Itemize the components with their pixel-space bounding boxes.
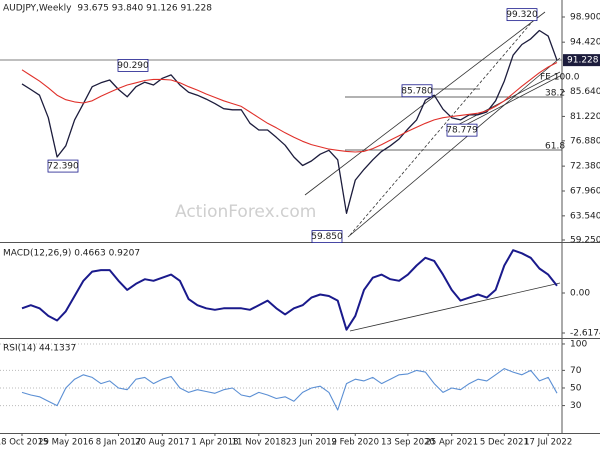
annotation-label: 59.850 bbox=[311, 232, 343, 242]
series-line bbox=[21, 29, 558, 214]
annotation-box bbox=[311, 230, 343, 244]
x-tick-label: 25 Apr 2021 bbox=[425, 438, 478, 448]
x-tick-label: 17 Jul 2022 bbox=[524, 438, 572, 448]
macd-trend-line bbox=[349, 282, 561, 332]
panel-title: RSI(14) 44.1337 bbox=[3, 344, 76, 354]
y-tick-label: 0.00 bbox=[570, 288, 590, 298]
y-tick-label: 59.250 bbox=[570, 235, 600, 245]
x-tick-label: 13 Sep 2020 bbox=[381, 438, 435, 448]
y-tick-label: 63.540 bbox=[570, 211, 600, 221]
last-price-label: 91.228 bbox=[567, 56, 599, 66]
series-line bbox=[21, 249, 558, 331]
panel-subtitle: 93.675 93.840 91.126 91.228 bbox=[77, 4, 212, 14]
panel-title: AUDJPY,Weekly bbox=[3, 4, 72, 14]
y-tick-label: 81.220 bbox=[570, 112, 600, 122]
last-price-box bbox=[563, 54, 600, 67]
x-tick-label: 18 Oct 2015 bbox=[0, 438, 48, 448]
annotation-box bbox=[117, 59, 149, 72]
x-tick-label: 2 Feb 2020 bbox=[332, 438, 380, 448]
annotation-box bbox=[401, 84, 433, 98]
annotation-box bbox=[506, 8, 538, 22]
annotation-label: 78.779 bbox=[446, 126, 478, 136]
trend-line bbox=[449, 75, 561, 134]
x-tick-label: 5 Dec 2021 bbox=[480, 438, 529, 448]
y-tick-label: 30 bbox=[570, 401, 582, 411]
series-line bbox=[21, 368, 558, 411]
annotation-label: 72.390 bbox=[47, 162, 79, 172]
y-tick-label: 94.420 bbox=[570, 38, 600, 48]
x-tick-label: 11 Nov 2018 bbox=[232, 438, 286, 448]
annotation-box bbox=[446, 123, 478, 137]
x-tick-label: 20 Aug 2017 bbox=[135, 438, 189, 448]
panel-title: MACD(12,26,9) 0.4663 0.9207 bbox=[3, 249, 140, 259]
channel-line bbox=[304, 11, 546, 196]
level-label: 38.2 bbox=[545, 89, 565, 99]
x-tick-label: 29 May 2016 bbox=[38, 438, 93, 448]
trend-line bbox=[349, 21, 533, 236]
x-tick-label: 1 Apr 2018 bbox=[191, 438, 238, 448]
y-tick-label: 98.900 bbox=[570, 12, 600, 22]
y-tick-label: 85.640 bbox=[570, 87, 600, 97]
y-tick-label: 50 bbox=[570, 383, 582, 393]
annotation-box bbox=[47, 159, 79, 173]
x-tick-label: 8 Jan 2017 bbox=[96, 438, 142, 448]
y-tick-label: 67.960 bbox=[570, 186, 600, 196]
y-tick-label: 70 bbox=[570, 366, 582, 376]
y-tick-label: 72.380 bbox=[570, 162, 600, 172]
level-label: 61.8 bbox=[545, 142, 565, 152]
series-line bbox=[21, 62, 558, 153]
watermark: ActionForex.com bbox=[175, 202, 316, 222]
y-tick-label: 76.880 bbox=[570, 136, 600, 146]
x-tick-label: 23 Jun 2019 bbox=[286, 438, 337, 448]
y-tick-label: -2.6174 bbox=[570, 328, 600, 338]
annotation-label: 85.780 bbox=[401, 86, 433, 96]
level-label: FE 100.0 bbox=[540, 73, 580, 83]
annotation-label: 99.320 bbox=[506, 10, 538, 20]
channel-line bbox=[347, 57, 561, 238]
annotation-label: 90.290 bbox=[117, 61, 149, 71]
y-tick-label: 100 bbox=[570, 339, 587, 349]
